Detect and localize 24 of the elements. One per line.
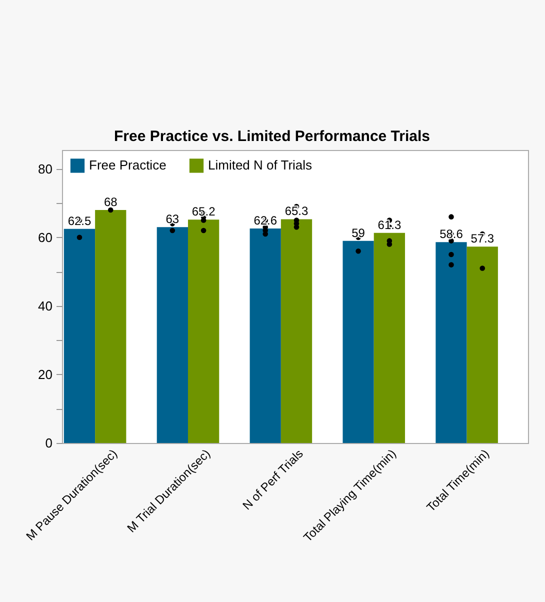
data-label: 68 [104, 194, 118, 209]
legend-label: Free Practice [89, 158, 166, 173]
data-label: 57.3 [470, 232, 494, 246]
bar [250, 228, 281, 443]
data-label: 62.5 [68, 214, 92, 228]
bar [95, 210, 126, 443]
bar [188, 220, 220, 443]
bar [64, 228, 96, 443]
legend-label: Limited N of Trials [208, 158, 313, 173]
y-tick-label: 0 [45, 436, 52, 450]
bar [156, 227, 188, 443]
y-tick-label: 40 [38, 298, 52, 314]
bar [436, 242, 467, 443]
data-label: 58.6 [440, 227, 464, 242]
y-tick-label: 80 [38, 161, 52, 176]
bar [280, 219, 312, 443]
bar [374, 232, 406, 443]
data-label: 63 [166, 212, 180, 226]
y-tick-label: 20 [38, 366, 52, 382]
y-tick-label: 60 [38, 230, 52, 245]
data-label: 65.3 [284, 204, 308, 218]
chart-title: Free Practice vs. Limited Performance Trials [114, 128, 430, 145]
bar [466, 246, 498, 443]
bar [342, 240, 374, 443]
